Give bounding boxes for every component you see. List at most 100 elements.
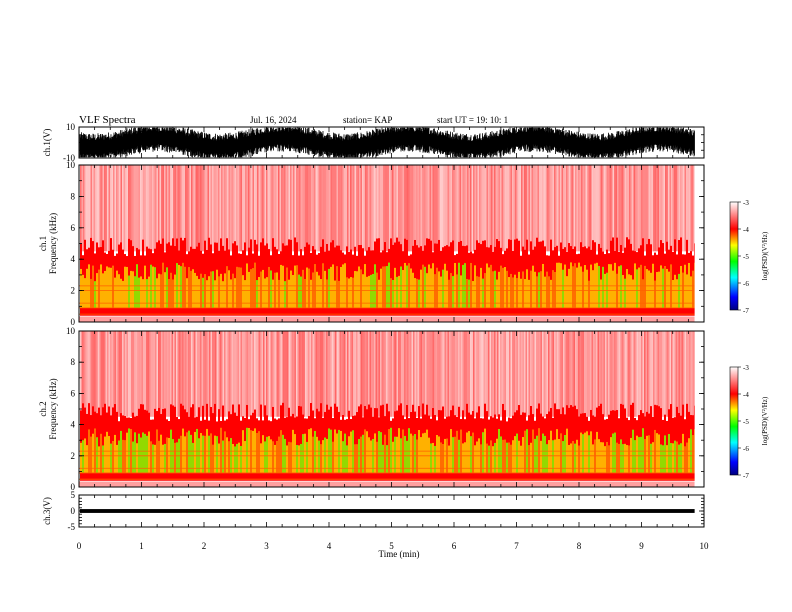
- ch2-spectrogram-low-column: [430, 443, 432, 473]
- ch2-spectrogram-column: [558, 331, 560, 417]
- ch2-spectrogram-column: [257, 331, 259, 417]
- ch1-spectrogram-low-column: [640, 264, 642, 308]
- ch1-spectrogram-low-column: [674, 274, 676, 308]
- ch1-spectrogram-column: [662, 165, 664, 252]
- ch2-spectrogram-column: [482, 331, 484, 417]
- ch1-spectrogram-column: [330, 165, 332, 252]
- ch2-spectrogram-low-column: [90, 436, 92, 473]
- ch2-spectrogram-low-column: [250, 430, 252, 473]
- ch1-spectrogram-column: [611, 165, 613, 252]
- ch1-spectrogram-column: [498, 165, 500, 252]
- ch2-spectrogram-column: [476, 331, 478, 417]
- ch1-spectrogram-low-column: [662, 268, 664, 308]
- ch2-spectrogram-low-column: [140, 437, 142, 473]
- ch1-spectrogram-low-column: [252, 268, 254, 308]
- ch2-spectrogram-column: [297, 331, 299, 417]
- ch1-spectrogram-column: [677, 165, 679, 252]
- ch1-spectrogram-column: [495, 165, 497, 252]
- ch2-spectrogram-column: [312, 331, 314, 417]
- ch1-spectrogram-low-column: [132, 271, 134, 308]
- ch1-spectrogram-low-column: [286, 267, 288, 308]
- ch1-spectrogram-column: [612, 165, 614, 252]
- ch2-spectrogram-column: [144, 331, 146, 417]
- ch2-spectrogram-column: [207, 331, 209, 417]
- ch2-spectrogram-band-column: [232, 404, 234, 481]
- ch2-spectrogram-low-column: [410, 433, 412, 473]
- ch2-spectrogram-low-column: [514, 436, 516, 473]
- ch1-spectrogram-low-column: [690, 276, 692, 308]
- colorbar-ch1-label: log(PSD)(V²/Hz): [761, 231, 769, 280]
- ch2-spectrogram-low-column: [290, 442, 292, 473]
- ch2-spectrogram-low-column: [174, 442, 176, 473]
- ch2-spectrogram-column: [170, 331, 172, 417]
- ch2-spectrogram-column: [536, 331, 538, 417]
- ch1-spectrogram-low-column: [558, 262, 560, 308]
- ch1-spectrogram-column: [554, 165, 556, 252]
- ch1-spectrogram-column: [528, 165, 530, 252]
- ch2-spectrogram-column: [350, 331, 352, 417]
- ch2-spectrogram-low-column: [212, 444, 214, 473]
- ch2-spectrogram-column: [185, 331, 187, 417]
- ch2-spectrogram-low-column: [624, 443, 626, 473]
- ch1-spectrogram-column: [173, 165, 175, 252]
- ch1-spectrogram-low-column: [478, 276, 480, 308]
- ch1-spectrogram-low-column: [638, 267, 640, 308]
- ch2-spectrogram-low-column: [146, 435, 148, 473]
- ch1-spectrogram-low-column: [236, 266, 238, 308]
- ch2-spectrogram-column: [152, 331, 154, 417]
- ch2-spectrogram-column: [161, 331, 163, 417]
- ch1-spectrogram-low-column: [642, 279, 644, 308]
- ch2-spectrogram-column: [90, 331, 92, 417]
- ch1-spectrogram-column: [105, 165, 107, 252]
- ch1-spectrogram-low-column: [226, 266, 228, 308]
- ch2-spectrogram-low-column: [152, 444, 154, 473]
- ch2-spectrogram-column: [399, 331, 401, 417]
- ch2-spectrogram-low-column: [380, 432, 382, 473]
- ch2-spectrogram-high-freq-noise: [80, 331, 695, 417]
- ch1-spectrogram-column: [686, 165, 688, 252]
- ch2-spectrogram-column: [222, 331, 224, 417]
- ch2-spectrogram-column: [389, 331, 391, 417]
- ch2-spectrogram-column: [300, 331, 302, 417]
- ch1-spectrogram-column: [234, 165, 236, 252]
- date-label: Jul. 16, 2024: [250, 115, 297, 125]
- ch1-spectrogram-column: [455, 165, 457, 252]
- ch1-spectrogram-column: [477, 165, 479, 252]
- ch2-spectrogram-band-column: [298, 405, 300, 481]
- ch1-spectrogram-low-column: [330, 266, 332, 308]
- ch1-spectrogram-column: [176, 165, 178, 252]
- ch2-spectrogram-column: [126, 331, 128, 417]
- colorbar-ch2-bar: [729, 366, 739, 476]
- ch1-spectrogram-low-column: [80, 268, 82, 308]
- ch2-spectrogram-low-column: [272, 441, 274, 473]
- ch1-spectrogram-column: [215, 165, 217, 252]
- ch1-spectrogram-low-column: [230, 279, 232, 308]
- ch2-spectrogram-column: [111, 331, 113, 417]
- ch2-spectrogram-column: [153, 331, 155, 417]
- ch1-spectrogram-column: [354, 165, 356, 252]
- ch1-spectrogram-low-column: [118, 274, 120, 308]
- ch1-spectrogram-column: [356, 165, 358, 252]
- ch2-spectrogram-column: [500, 331, 502, 417]
- ch2-spectrogram-column: [278, 331, 280, 417]
- ch2-spectrogram-column: [186, 331, 188, 417]
- ch2-spectrogram-column: [552, 331, 554, 417]
- ch2-spectrogram-column: [107, 331, 109, 417]
- ch2-spectrogram-column: [480, 331, 482, 417]
- ch1-spectrogram-low-column: [644, 265, 646, 308]
- ch2-spectrogram-column: [320, 331, 322, 417]
- ch1-spectrogram-column: [95, 165, 97, 252]
- ch2-spectrogram-column: [666, 331, 668, 417]
- ch1-spectrogram-low-column: [396, 276, 398, 308]
- ch2-spectrogram-band-column: [238, 404, 240, 481]
- ch2-spectrogram-column: [245, 331, 247, 417]
- ch1-spectrogram-column: [651, 165, 653, 252]
- ch2-spectrogram-column: [570, 331, 572, 417]
- ch1-spectrogram-column: [291, 165, 293, 252]
- ch2-spectrogram-low-column: [328, 428, 330, 473]
- ch1-spectrogram-column: [483, 165, 485, 252]
- ch1-spectrogram-column: [600, 165, 602, 252]
- ch2-spectrogram-column: [174, 331, 176, 417]
- ch1-spectrogram-low-column: [550, 279, 552, 308]
- ch1-spectrogram-band-column: [214, 242, 216, 316]
